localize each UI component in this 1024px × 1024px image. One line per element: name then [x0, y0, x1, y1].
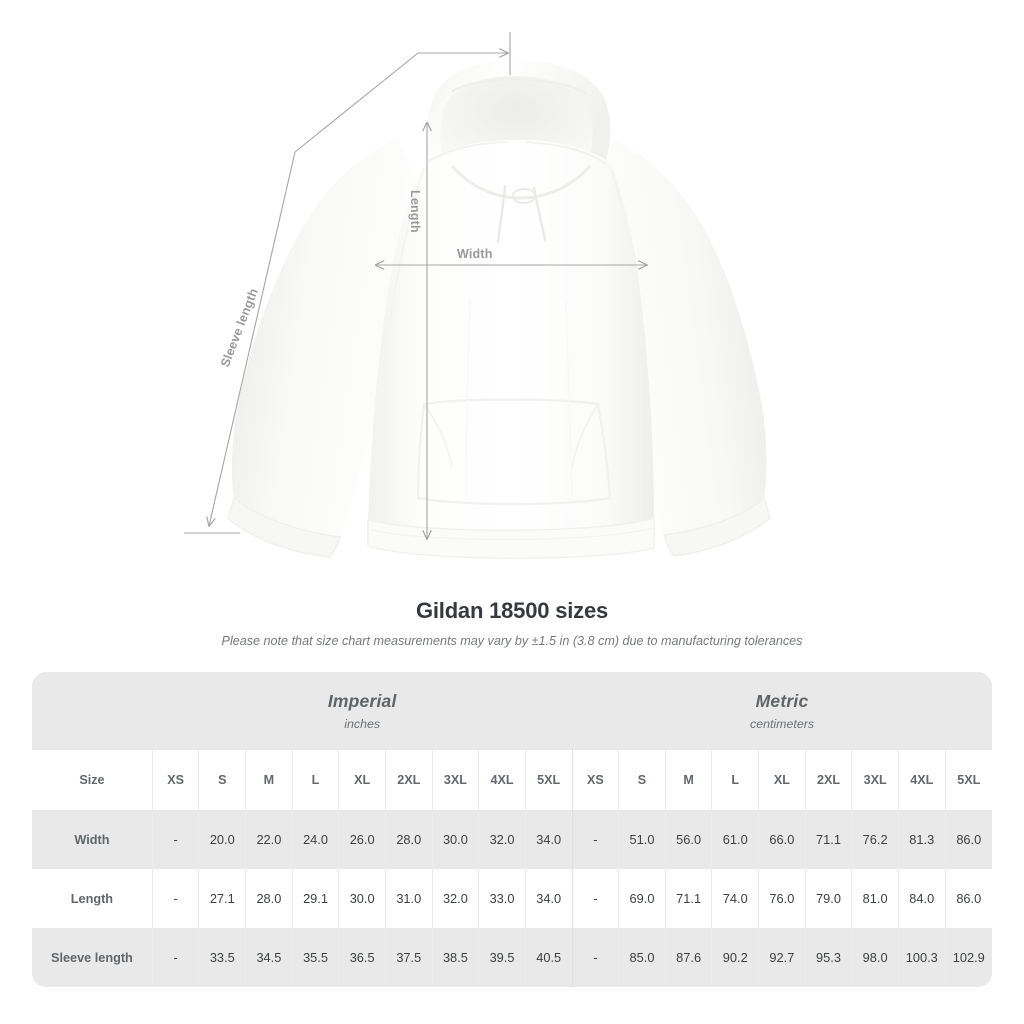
cell-sleeve-length-imperial-m: 34.5 [245, 928, 293, 987]
sleeve-length-dimension-line [184, 32, 511, 534]
cell-length-metric-l: 74.0 [711, 869, 759, 928]
cell-width-imperial-l: 24.0 [291, 810, 339, 869]
column-header-imperial-2xl: 2XL [384, 750, 433, 810]
cell-length-imperial-5xl: 34.0 [524, 869, 573, 928]
cell-length-imperial-m: 28.0 [245, 869, 293, 928]
cell-length-imperial-2xl: 31.0 [384, 869, 433, 928]
cell-width-imperial-s: 20.0 [198, 810, 246, 869]
size-chart-table-wrapper: Imperial inches Metric centimeters Size XS S M L… [32, 672, 992, 987]
cell-sleeve-length-imperial-xl: 36.5 [338, 928, 386, 987]
row-label-length: Length [32, 869, 153, 928]
cell-length-metric-2xl: 79.0 [804, 869, 852, 928]
cell-sleeve-length-metric-xl: 92.7 [758, 928, 806, 987]
cell-length-imperial-4xl: 33.0 [478, 869, 526, 928]
cell-sleeve-length-imperial-2xl: 37.5 [384, 928, 433, 987]
row-label-width: Width [32, 810, 153, 869]
hoodie-illustration [227, 60, 771, 559]
cell-sleeve-length-imperial-3xl: 38.5 [431, 928, 479, 987]
tolerance-note: Please note that size chart measurements… [221, 634, 803, 648]
cell-width-metric-4xl: 81.3 [897, 810, 946, 869]
cell-length-imperial-xs: - [151, 869, 199, 928]
cell-width-imperial-xl: 26.0 [338, 810, 386, 869]
column-header-metric-3xl: 3XL [851, 750, 899, 810]
unit-banner-row: Imperial inches Metric centimeters [32, 672, 992, 750]
cell-width-metric-xl: 66.0 [758, 810, 806, 869]
cell-length-metric-xl: 76.0 [758, 869, 806, 928]
column-header-metric-2xl: 2XL [804, 750, 852, 810]
column-header-imperial-m: M [245, 750, 293, 810]
column-header-size: Size [32, 750, 153, 810]
cell-sleeve-length-imperial-4xl: 39.5 [478, 928, 526, 987]
cell-width-metric-3xl: 76.2 [851, 810, 899, 869]
cell-length-metric-4xl: 84.0 [897, 869, 946, 928]
cell-length-imperial-l: 29.1 [291, 869, 339, 928]
cell-width-imperial-5xl: 34.0 [524, 810, 573, 869]
cell-width-metric-5xl: 86.0 [944, 810, 992, 869]
column-header-imperial-xs: XS [151, 750, 199, 810]
column-header-metric-l: L [711, 750, 759, 810]
column-header-metric-s: S [618, 750, 666, 810]
size-chart-table: Imperial inches Metric centimeters Size XS S M L… [32, 672, 992, 987]
table-row: Width -20.0 22.0 24.0 26.0 28.0 30.0 32.0 34.0-5… [32, 810, 992, 869]
unit-name: Imperial [327, 691, 397, 711]
cell-width-metric-s: 51.0 [618, 810, 666, 869]
cell-length-metric-3xl: 81.0 [851, 869, 899, 928]
cell-width-metric-m: 56.0 [664, 810, 712, 869]
cell-length-metric-5xl: 86.0 [944, 869, 992, 928]
cell-sleeve-length-metric-2xl: 95.3 [804, 928, 852, 987]
page-title: Gildan 18500 sizes [415, 598, 609, 623]
cell-sleeve-length-metric-xs: - [571, 928, 619, 987]
column-header-imperial-5xl: 5XL [524, 750, 573, 810]
unit-header-imperial: Imperial inches [152, 672, 573, 750]
cell-length-metric-xs: - [571, 869, 619, 928]
cell-sleeve-length-metric-4xl: 100.3 [897, 928, 946, 987]
cell-sleeve-length-imperial-5xl: 40.5 [524, 928, 573, 987]
column-header-imperial-4xl: 4XL [478, 750, 526, 810]
cell-width-metric-xs: - [571, 810, 619, 869]
row-label-sleeve-length: Sleeve length [32, 928, 153, 987]
cell-sleeve-length-metric-m: 87.6 [664, 928, 712, 987]
column-header-metric-4xl: 4XL [897, 750, 946, 810]
size-header-row: Size XS S M L XL 2XL 3XL 4XL 5XL XS S M L XL 2XL 3XL 4XL 5… [32, 750, 992, 810]
unit-subtitle: centimeters [750, 717, 815, 731]
length-label: Length [408, 190, 422, 233]
column-header-metric-xl: XL [758, 750, 806, 810]
cell-sleeve-length-imperial-xs: - [151, 928, 199, 987]
column-header-imperial-l: L [291, 750, 339, 810]
unit-name: Metric [755, 691, 809, 711]
table-row: Sleeve length -33.5 34.5 35.5 36.5 37.5 38.5 39… [32, 928, 992, 987]
cell-width-imperial-3xl: 30.0 [431, 810, 479, 869]
cell-sleeve-length-metric-s: 85.0 [618, 928, 666, 987]
cell-length-imperial-xl: 30.0 [338, 869, 386, 928]
product-diagram: Width Length Sleeve length [184, 32, 1024, 590]
cell-length-metric-s: 69.0 [618, 869, 666, 928]
table-row: Length -27.1 28.0 29.1 30.0 31.0 32.0 33.0 34.0-… [32, 869, 992, 928]
cell-sleeve-length-imperial-s: 33.5 [198, 928, 246, 987]
unit-subtitle: inches [344, 717, 381, 731]
cell-sleeve-length-metric-l: 90.2 [711, 928, 759, 987]
column-header-imperial-s: S [198, 750, 246, 810]
cell-width-metric-2xl: 71.1 [804, 810, 852, 869]
cell-width-imperial-4xl: 32.0 [478, 810, 526, 869]
width-label: Width [457, 247, 493, 261]
cell-sleeve-length-metric-3xl: 98.0 [851, 928, 899, 987]
column-header-metric-xs: XS [571, 750, 619, 810]
cell-sleeve-length-metric-5xl: 102.9 [944, 928, 992, 987]
cell-length-metric-m: 71.1 [664, 869, 712, 928]
measurement-annotations [184, 32, 1024, 590]
column-header-imperial-xl: XL [338, 750, 386, 810]
column-header-imperial-3xl: 3XL [431, 750, 479, 810]
column-header-metric-5xl: 5XL [944, 750, 992, 810]
cell-width-imperial-m: 22.0 [245, 810, 293, 869]
cell-width-imperial-xs: - [151, 810, 199, 869]
unit-banner-spacer [32, 672, 153, 750]
cell-length-imperial-s: 27.1 [198, 869, 246, 928]
title-block: Gildan 18500 sizes Please note that size… [0, 598, 1024, 648]
column-header-metric-m: M [664, 750, 712, 810]
cell-length-imperial-3xl: 32.0 [431, 869, 479, 928]
cell-width-imperial-2xl: 28.0 [384, 810, 433, 869]
cell-width-metric-l: 61.0 [711, 810, 759, 869]
cell-sleeve-length-imperial-l: 35.5 [291, 928, 339, 987]
unit-header-metric: Metric centimeters [572, 672, 992, 750]
